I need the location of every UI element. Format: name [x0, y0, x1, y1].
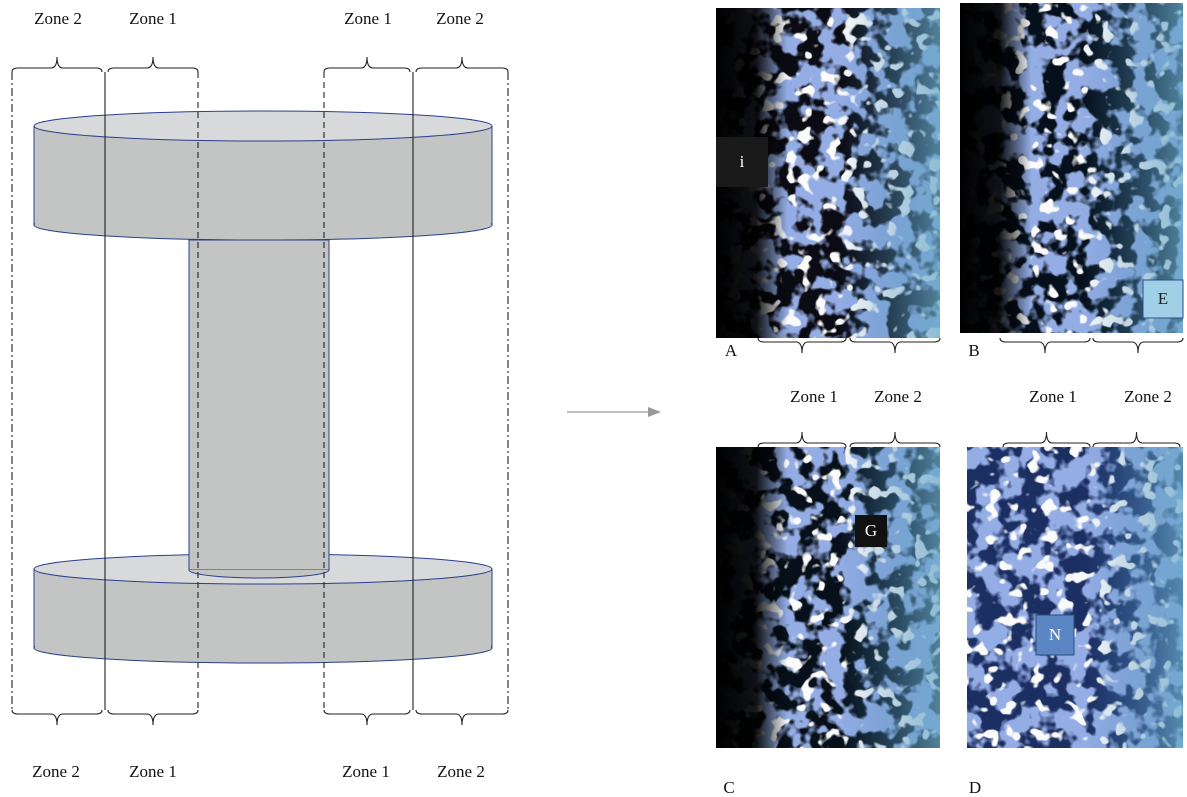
arrow — [567, 407, 661, 417]
implant — [34, 111, 492, 663]
zone-label: Zone 1 — [129, 762, 177, 781]
panel-letter: D — [969, 778, 981, 797]
zone-label: Zone 1 — [344, 9, 392, 28]
brace — [108, 57, 198, 72]
zone-label: Zone 2 — [32, 762, 80, 781]
zone-label: Zone 2 — [34, 9, 82, 28]
brace — [324, 710, 410, 725]
brace — [1093, 338, 1183, 353]
brace — [1003, 432, 1090, 447]
histology-panel: N — [967, 447, 1183, 748]
brace — [12, 710, 102, 725]
panels: i E G N — [716, 3, 1183, 748]
zone-label: Zone 1 — [1029, 387, 1077, 406]
arrow-head — [648, 407, 661, 417]
brace — [850, 432, 940, 447]
histology-panel: i — [716, 8, 940, 338]
panel-letter: B — [968, 341, 979, 360]
panel-tag: G — [865, 521, 877, 540]
zone-label: Zone 1 — [790, 387, 838, 406]
panel-letter: C — [723, 778, 734, 797]
implant-shadow — [716, 447, 940, 748]
zone-label: Zone 2 — [437, 762, 485, 781]
post — [189, 240, 329, 570]
bone-tint — [967, 447, 1183, 748]
figure: Zone 2 Zone 1 Zone 1 Zone 2 Zone 2 Zone … — [0, 0, 1187, 797]
top-disc-top — [34, 111, 492, 141]
histology-panel: E — [960, 3, 1183, 333]
brace — [850, 338, 940, 353]
brace — [108, 710, 198, 725]
zone-label: Zone 2 — [436, 9, 484, 28]
histology-panel: G — [716, 447, 940, 748]
zone-label: Zone 2 — [1124, 387, 1172, 406]
panel-tag: E — [1158, 289, 1168, 308]
brace — [416, 57, 508, 72]
panel-tag: N — [1049, 625, 1061, 644]
top-disc-fill — [35, 200, 491, 225]
brace — [416, 710, 508, 725]
zone-label: Zone 1 — [129, 9, 177, 28]
brace — [758, 432, 846, 447]
brace — [1093, 432, 1180, 447]
panel-tag: i — [740, 152, 745, 171]
brace — [324, 57, 410, 72]
bottom-disc-fill — [35, 620, 491, 648]
zone-label: Zone 1 — [342, 762, 390, 781]
brace — [12, 57, 102, 72]
brace — [1000, 338, 1090, 353]
brace — [758, 338, 846, 353]
panel-letter: A — [725, 341, 738, 360]
zone-label: Zone 2 — [874, 387, 922, 406]
